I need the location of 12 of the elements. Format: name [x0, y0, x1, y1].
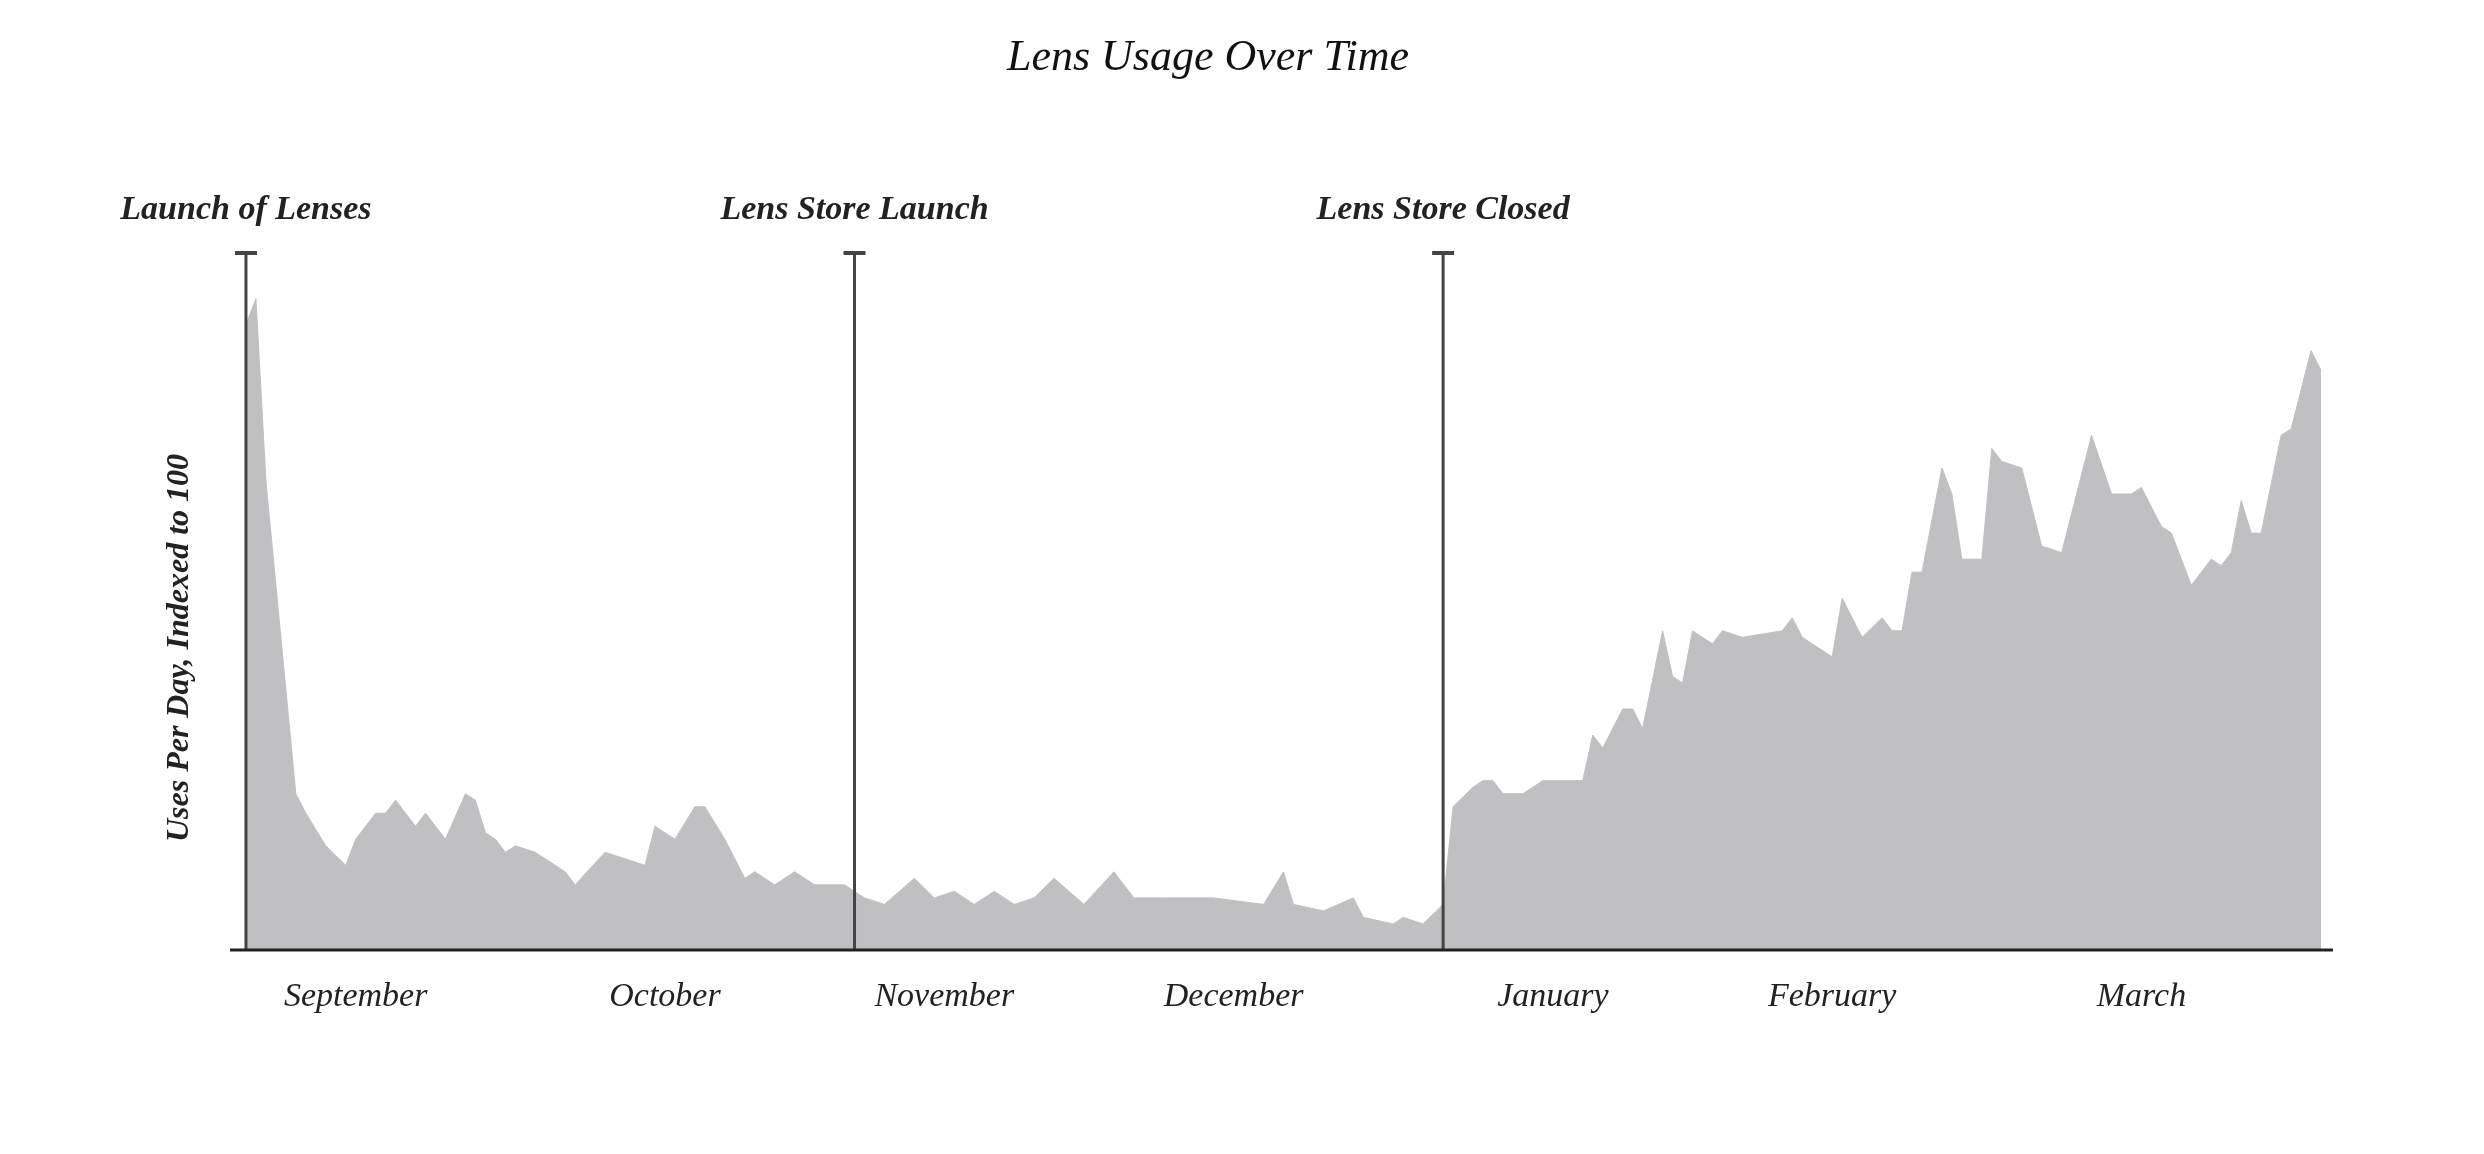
x-tick-label: November — [873, 976, 1015, 1013]
x-tick-label: February — [1766, 976, 1898, 1013]
text: Lens Store Closed — [1315, 189, 1571, 226]
x-tick-label: January — [1497, 976, 1610, 1013]
text: Lens Store Launch — [719, 189, 989, 226]
x-tick-label: December — [1162, 976, 1305, 1013]
x-tick-label: March — [2095, 976, 2187, 1013]
chart-title: Lens Usage Over Time — [1005, 30, 1411, 81]
text: Launch of Lenses — [119, 189, 372, 226]
x-tick-label: September — [283, 976, 429, 1013]
y-axis-title: Uses Per Day, Indexed to 100 — [159, 453, 195, 843]
x-tick-label: October — [609, 976, 722, 1013]
